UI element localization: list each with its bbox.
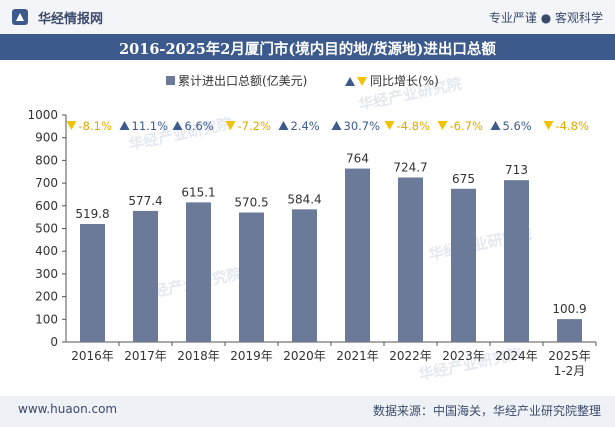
bar-value-label: 570.5 (234, 195, 268, 209)
bar (186, 202, 211, 342)
growth-label: 30.7% (344, 119, 381, 133)
chart-title: 2016-2025年2月厦门市(境内目的地/货源地)进出口总额 (119, 41, 496, 58)
bar-value-label: 724.7 (393, 160, 427, 174)
bar (133, 210, 158, 342)
x-tick-label: 2022年 (389, 349, 432, 363)
y-tick-label: 500 (35, 222, 58, 236)
bar (239, 212, 264, 342)
x-tick-label: 2019年 (230, 349, 273, 363)
top-bar (0, 0, 615, 34)
y-tick-label: 0 (50, 335, 58, 349)
brand-name: 华经情报网 (38, 12, 104, 27)
growth-down-triangle-icon (543, 121, 554, 130)
y-tick-label: 100 (35, 312, 58, 326)
bar (504, 180, 529, 342)
footer-bar (0, 396, 615, 427)
bar-value-label: 615.1 (181, 185, 215, 199)
growth-label: -6.7% (450, 119, 483, 133)
x-tick-label: 2025年 1-2月 (548, 349, 591, 378)
growth-label: -4.8% (397, 119, 430, 133)
growth-up-triangle-icon (278, 121, 289, 130)
title-bar (0, 34, 615, 60)
y-tick-label: 800 (35, 153, 58, 167)
y-tick-label: 600 (35, 199, 58, 213)
growth-label: -8.1% (79, 119, 112, 133)
growth-label: -4.8% (556, 119, 589, 133)
bar (345, 168, 370, 342)
bar (451, 188, 476, 342)
growth-down-triangle-icon (437, 121, 448, 130)
y-tick-label: 400 (35, 244, 58, 258)
legend-up-triangle-icon (345, 77, 355, 86)
bar-value-label: 577.4 (128, 194, 162, 208)
growth-label: 2.4% (291, 119, 320, 133)
website-link[interactable]: www.huaon.com (18, 402, 118, 416)
huajing-logo-icon (12, 9, 28, 25)
growth-label: 5.6% (503, 119, 532, 133)
slogan: 专业严谨 ● 客观科学 (488, 11, 603, 25)
legend-bar-swatch (166, 76, 175, 85)
growth-up-triangle-icon (331, 121, 342, 130)
bar-value-label: 100.9 (552, 302, 586, 316)
legend-bar-label: 累计进出口总额(亿美元) (178, 73, 307, 88)
x-tick-label: 2017年 (124, 349, 167, 363)
bar (398, 177, 423, 342)
bar-value-label: 713 (505, 163, 528, 177)
y-tick-label: 200 (35, 290, 58, 304)
data-source: 数据来源：中国海关，华经产业研究院整理 (372, 404, 601, 418)
bar-value-label: 675 (452, 172, 475, 186)
bar-value-label: 519.8 (75, 207, 109, 221)
legend-growth-label: 同比增长(%) (370, 74, 439, 88)
x-tick-label: 2016年 (71, 349, 114, 363)
y-tick-label: 1000 (27, 108, 58, 122)
x-tick-label: 2024年 (495, 349, 538, 363)
bar (557, 319, 582, 342)
x-tick-label: 2018年 (177, 349, 220, 363)
y-tick-label: 300 (35, 267, 58, 281)
growth-up-triangle-icon (172, 121, 183, 130)
x-tick-label: 2021年 (336, 349, 379, 363)
growth-down-triangle-icon (384, 121, 395, 130)
growth-up-triangle-icon (119, 121, 130, 130)
growth-down-triangle-icon (225, 121, 236, 130)
bar-value-label: 584.4 (287, 192, 321, 206)
bar (292, 209, 317, 342)
growth-label: 11.1% (132, 119, 169, 133)
growth-label: -7.2% (238, 119, 271, 133)
growth-up-triangle-icon (490, 121, 501, 130)
growth-down-triangle-icon (66, 121, 77, 130)
growth-label: 6.6% (185, 119, 214, 133)
bar (80, 224, 105, 342)
x-tick-label: 2020年 (283, 349, 326, 363)
x-tick-label: 2023年 (442, 349, 485, 363)
y-tick-label: 900 (35, 131, 58, 145)
legend-down-triangle-icon (357, 77, 367, 86)
bar-value-label: 764 (346, 152, 369, 166)
y-tick-label: 700 (35, 176, 58, 190)
